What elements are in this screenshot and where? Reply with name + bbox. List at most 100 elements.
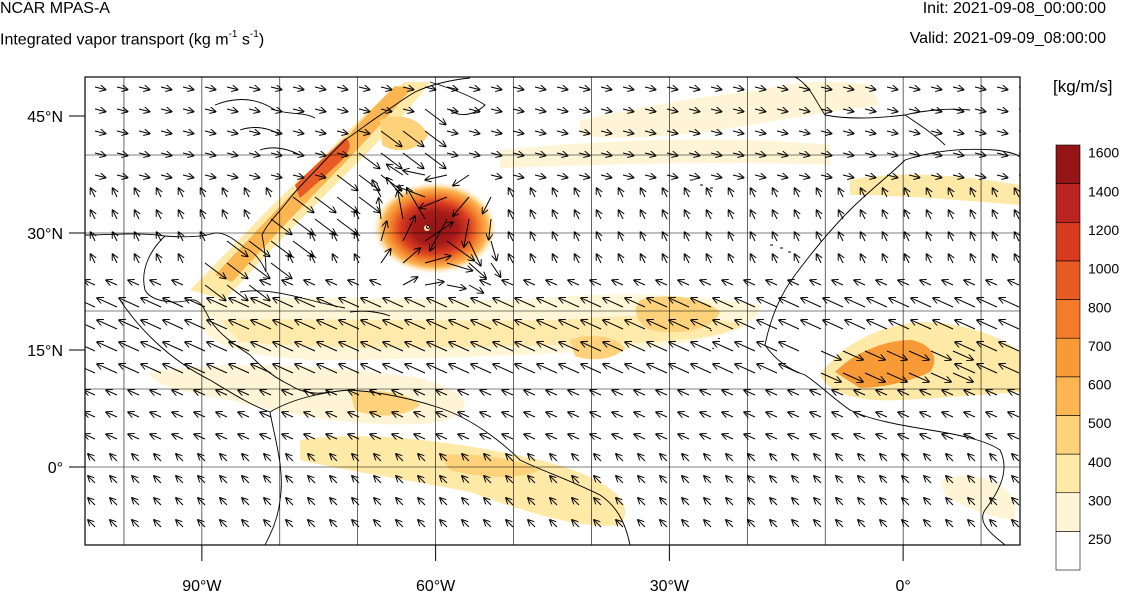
ivt-vector (424, 256, 451, 264)
ivt-vector (424, 130, 446, 147)
ivt-vector (908, 109, 920, 112)
ivt-vector (842, 109, 854, 112)
ivt-vector (603, 320, 624, 330)
ivt-vector (886, 87, 898, 90)
ivt-vector (1008, 280, 1020, 285)
ivt-vector (864, 350, 885, 360)
ivt-vector (898, 434, 910, 439)
ivt-vector (440, 498, 448, 506)
colorbar-swatch (1055, 144, 1081, 184)
ivt-vector (641, 188, 645, 198)
ivt-vector (713, 320, 734, 330)
ivt-vector (905, 232, 909, 242)
ivt-vector (968, 476, 976, 484)
ivt-vector (748, 476, 756, 484)
ivt-vector (1018, 152, 1020, 154)
ivt-vector (996, 175, 1008, 178)
ivt-vector (842, 175, 854, 178)
ivt-band-tropical-inner (220, 316, 745, 348)
axis-ticks (69, 115, 904, 561)
ivt-vector (685, 254, 689, 264)
ivt-vector (248, 109, 260, 112)
ivt-vector (198, 454, 206, 462)
ivt-vector (204, 109, 216, 112)
ivt-vector (380, 174, 402, 191)
ivt-vector (691, 364, 712, 374)
ivt-vector (493, 364, 514, 374)
ivt-vector (128, 280, 140, 285)
ivt-vector (977, 342, 998, 352)
ivt-vector (502, 412, 514, 417)
ivt-vector (251, 364, 272, 374)
field-title-mid: s (237, 31, 250, 49)
ivt-vector (1012, 476, 1020, 484)
ivt-vector (392, 412, 404, 417)
ivt-vector (179, 210, 183, 220)
ivt-vector (402, 152, 424, 169)
coastline-north-africa (764, 159, 1006, 545)
ivt-vector (311, 254, 315, 264)
ivt-vector (330, 498, 338, 506)
ivt-vector (372, 180, 382, 198)
ivt-vector (559, 342, 580, 352)
ivt-vector (864, 153, 876, 156)
ivt-vector (490, 87, 502, 90)
ivt-vector (194, 434, 206, 439)
ivt-vector (735, 342, 756, 352)
ivt-vector (116, 87, 128, 90)
ivt-vector (537, 298, 558, 308)
ivt-vector (568, 390, 580, 395)
ivt-vector (704, 454, 712, 462)
ivt-vector (436, 390, 448, 395)
ivt-vector (374, 520, 382, 528)
ivt-vector (691, 342, 712, 352)
ivt-vector (955, 320, 976, 330)
ivt-vector (449, 364, 470, 374)
ivt-vector (999, 298, 1020, 308)
ivt-vector (669, 298, 690, 308)
ivt-vector (97, 342, 118, 352)
ivt-vector (597, 210, 601, 220)
ivt-vector (374, 476, 382, 484)
ivt-vector (744, 280, 756, 285)
colorbar-level-label: 800 (1088, 299, 1112, 315)
lon-tick-label: 90°W (182, 578, 222, 593)
ivt-vector (358, 131, 370, 134)
ivt-vector (537, 342, 558, 352)
ivt-vector (308, 454, 316, 462)
ivt-vector (308, 476, 316, 484)
ivt-vector (355, 210, 359, 220)
ivt-vector (326, 434, 338, 439)
ivt-vector (905, 210, 909, 220)
ivt-vector (528, 476, 536, 484)
ivt-vector (402, 277, 418, 286)
ivt-vector (612, 280, 624, 285)
ivt-vector (977, 364, 998, 374)
ivt-vector (559, 298, 580, 308)
ivt-vector (908, 372, 929, 382)
ivt-vector (996, 109, 1008, 112)
ivt-vector (556, 153, 568, 156)
ivt-vector (493, 342, 514, 352)
ivt-vector (1012, 454, 1020, 462)
ivt-vector (964, 280, 976, 285)
ivt-vector (704, 520, 712, 528)
ivt-vector (163, 320, 184, 330)
ivt-vector (91, 210, 95, 220)
ivt-vector (996, 87, 1008, 90)
ivt-vector (647, 342, 668, 352)
ivt-vector (110, 454, 118, 462)
ivt-vector (713, 298, 734, 308)
ivt-vector (226, 131, 238, 134)
ivt-vector (754, 175, 766, 178)
ivt-vector (735, 298, 756, 308)
ivt-vector (572, 498, 580, 506)
ivt-vector (336, 131, 348, 134)
ivt-vector (625, 342, 646, 352)
ivt-vector (128, 434, 140, 439)
ivt-vector (245, 188, 249, 198)
ivt-vector (537, 320, 558, 330)
ivt-vector (425, 174, 448, 180)
ivt-vector (396, 498, 404, 506)
ivt-vector (248, 175, 260, 178)
